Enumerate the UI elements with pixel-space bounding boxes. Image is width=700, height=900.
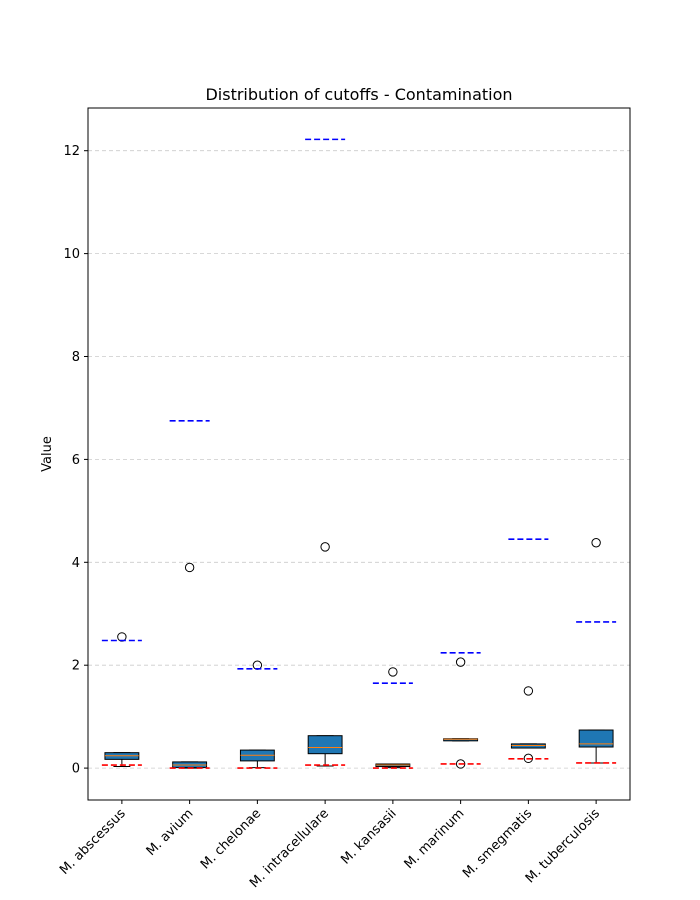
outlier-point (523, 753, 534, 764)
x-tick-label: M. tuberculosis (523, 806, 603, 886)
y-tick-label: 12 (63, 144, 80, 159)
x-tick-label: M. chelonae (198, 806, 264, 872)
x-tick-label: M. smegmatis (460, 806, 535, 881)
y-tick-label: 6 (72, 453, 80, 468)
y-axis-label: Value (40, 436, 55, 472)
box (443, 738, 479, 742)
grid-lines (88, 150, 630, 769)
axes: 0 2 4 6 8 10 12 M. abscessus M. avium M. chelonae… (57, 107, 631, 891)
outlier-point (184, 562, 195, 573)
y-tick-label: 8 (72, 350, 80, 365)
x-tick-label: M. abscessus (57, 806, 129, 878)
box (307, 735, 343, 755)
y-tick-label: 4 (72, 556, 80, 571)
plot-frame (87, 107, 631, 801)
outlier-point (388, 667, 398, 677)
y-tick-label: 0 (72, 762, 80, 777)
box (578, 729, 614, 748)
y-tick-label: 10 (63, 247, 80, 262)
outlier-point (320, 542, 330, 552)
outlier-point (455, 759, 466, 769)
y-tick-label: 2 (72, 659, 80, 674)
plot-marks (101, 138, 617, 769)
outlier-point (455, 657, 466, 667)
outlier-point (523, 686, 534, 696)
outlier-point (591, 538, 601, 548)
x-tick-label: M. avium (144, 806, 197, 859)
x-tick-label: M. kansasii (338, 806, 399, 867)
box (510, 743, 546, 749)
chart-title: Distribution of cutoffs - Contamination (205, 85, 512, 104)
x-tick-label: M. marinum (402, 806, 468, 872)
